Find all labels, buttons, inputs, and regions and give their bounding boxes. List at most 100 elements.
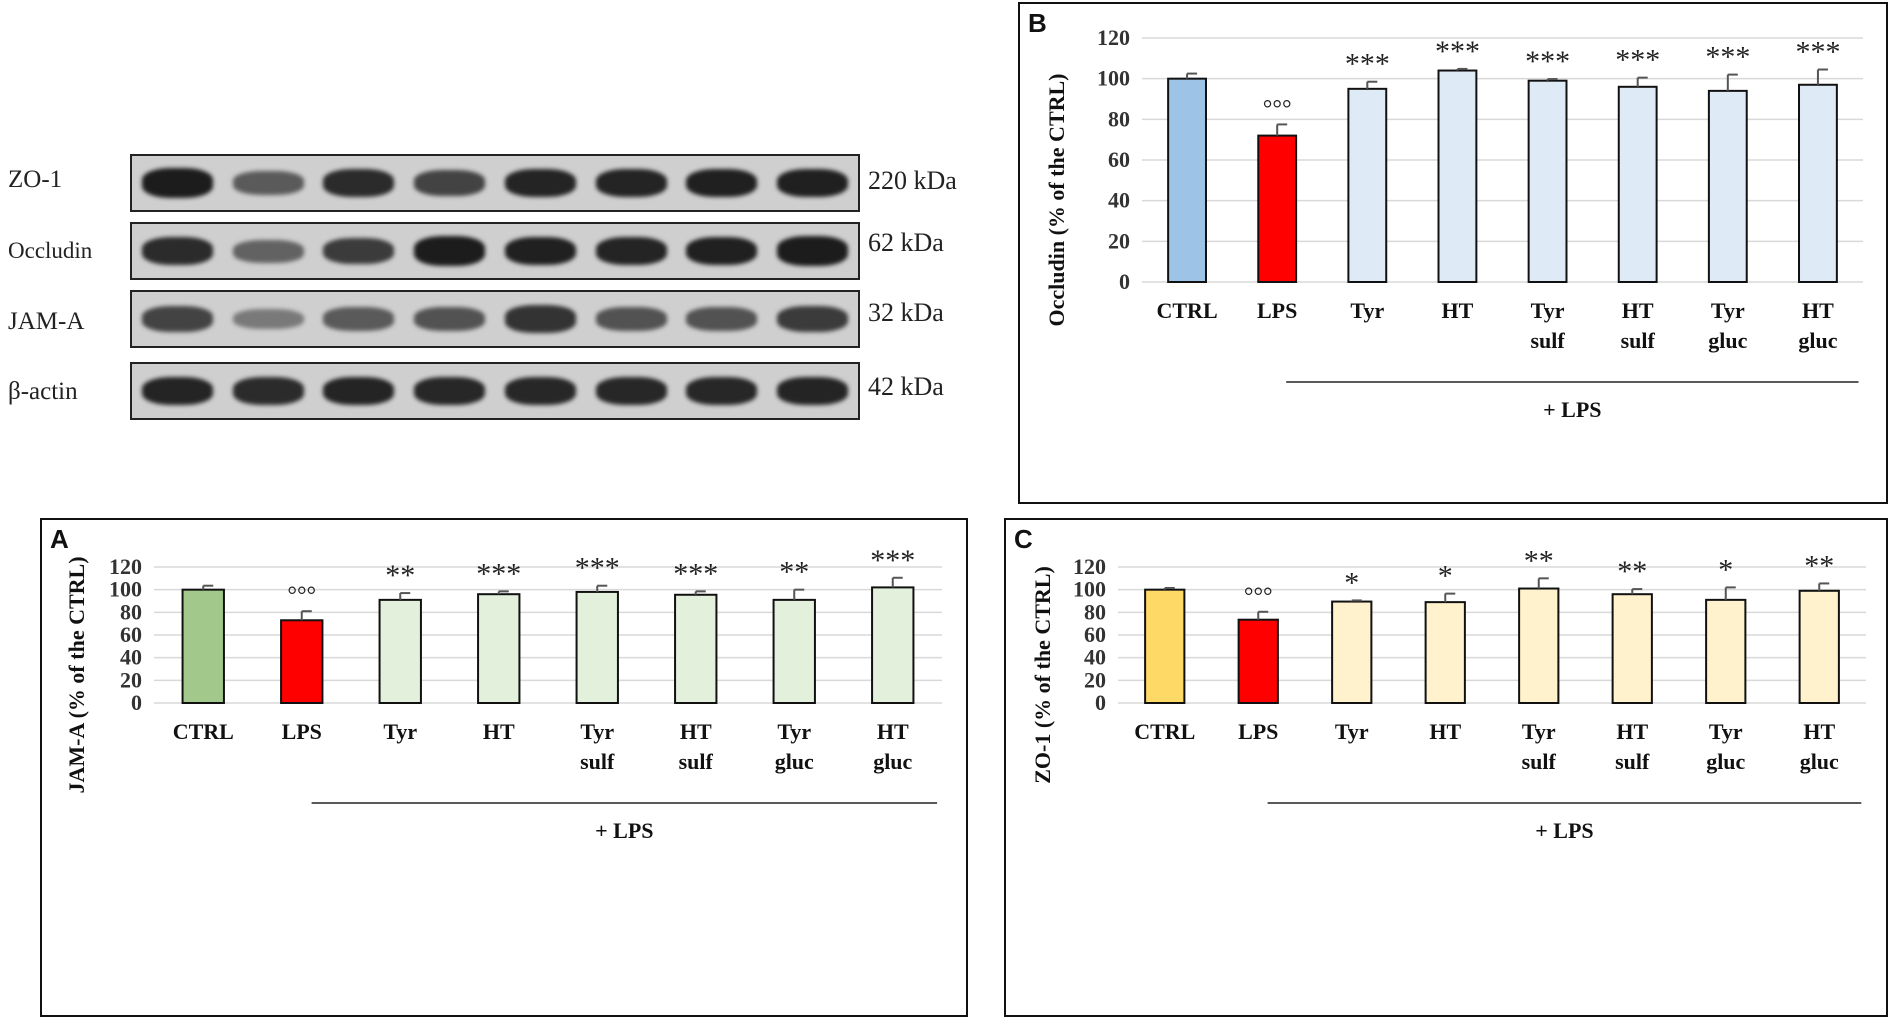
blot-band	[595, 168, 667, 198]
blot-size-zo1: 220 kDa	[868, 166, 957, 195]
blot-size-jama: 32 kDa	[868, 298, 944, 327]
x-tick-label: Tyr	[580, 719, 614, 744]
chart-occludin: 0 20 40 60 80 100 120 Occludin (% of the CTRL) C…	[1044, 25, 1863, 422]
blot-band	[504, 376, 576, 406]
blot-band	[504, 236, 576, 266]
y-axis-label: Occludin (% of the CTRL)	[1044, 74, 1069, 327]
blot-size-occludin: 62 kDa	[868, 228, 944, 257]
x-tick-label: gluc	[1708, 328, 1747, 353]
blot-band	[323, 169, 395, 197]
bar	[674, 593, 718, 704]
x-tick-label: gluc	[873, 749, 912, 774]
blot-band	[504, 168, 576, 198]
significance-label: ***	[1615, 44, 1660, 77]
y-tick-label: 100	[109, 577, 142, 602]
y-tick-label: 120	[1097, 25, 1130, 50]
y-tick-label: 60	[1108, 147, 1130, 172]
significance-label: **	[1617, 555, 1647, 588]
significance-label: **	[1524, 544, 1554, 577]
blot-band	[414, 170, 485, 196]
significance-label: **	[385, 559, 415, 592]
significance-label: ***	[1345, 48, 1390, 81]
y-tick-label: 120	[1073, 554, 1106, 579]
bar	[1798, 83, 1838, 284]
y-tick-label: 100	[1073, 577, 1106, 602]
bar	[378, 598, 422, 704]
y-tick-label: 120	[109, 554, 142, 579]
blot-band	[686, 168, 758, 198]
blot-label-bactin: β-actin	[8, 378, 78, 405]
blot-band	[777, 376, 848, 406]
significance-label: ***	[1525, 45, 1570, 78]
blot-band	[141, 376, 213, 406]
x-tick-label: HT	[680, 719, 712, 744]
x-tick-label: HT	[483, 719, 515, 744]
bar	[1705, 598, 1747, 704]
bar	[1257, 134, 1298, 283]
x-tick-label: sulf	[1621, 328, 1656, 353]
panel-letter-c: C	[1014, 524, 1033, 554]
blot-band	[232, 171, 304, 195]
blot-band	[323, 307, 395, 331]
x-tick-label: LPS	[282, 719, 322, 744]
significance-label: **	[1804, 549, 1834, 582]
significance-label: *	[1438, 560, 1453, 593]
blot-band	[595, 306, 667, 332]
y-tick-label: 0	[131, 690, 142, 715]
x-tick-label: sulf	[1530, 328, 1565, 353]
significance-label: ***	[673, 557, 718, 590]
blot-band	[686, 236, 758, 266]
y-axis-label: ZO-1 (% of the CTRL)	[1030, 566, 1055, 784]
y-tick-label: 20	[1084, 667, 1106, 692]
significance-label: *	[1344, 566, 1359, 599]
x-tick-label: Tyr	[1522, 719, 1556, 744]
blot-label-occludin: Occludin	[8, 238, 93, 263]
bar	[1347, 87, 1388, 284]
x-tick-label: HT	[1616, 719, 1648, 744]
x-tick-label: Tyr	[1350, 298, 1384, 323]
x-tick-label: sulf	[679, 749, 714, 774]
panel-letter-b: B	[1028, 8, 1047, 38]
x-tick-label: HT	[877, 719, 909, 744]
bar	[772, 598, 816, 704]
group-label: + LPS	[1535, 818, 1593, 843]
x-tick-label: gluc	[1798, 328, 1837, 353]
bar	[1611, 593, 1653, 704]
bar	[1424, 601, 1466, 704]
group-label: + LPS	[1543, 397, 1601, 422]
bar	[1617, 85, 1658, 283]
bar	[1527, 79, 1568, 283]
blot-band	[686, 306, 758, 332]
x-tick-label: HT	[1803, 719, 1835, 744]
x-tick-label: sulf	[1615, 749, 1650, 774]
blot-band	[777, 236, 848, 266]
panel-c: C 0 20 40 60 80 100 120 ZO-1 (% of the CTRL) CTR…	[1004, 518, 1888, 1017]
x-tick-label: gluc	[775, 749, 814, 774]
bar	[1798, 589, 1840, 704]
blot-band	[232, 377, 304, 405]
x-tick-label: Tyr	[1709, 719, 1743, 744]
blot-band	[141, 168, 213, 198]
western-blot: ZO-1 220 kDa Occludin 62 kDa JAM-A 32 kD…	[0, 130, 1000, 430]
blot-band	[414, 376, 485, 406]
bar	[575, 590, 619, 704]
x-tick-label: HT	[1802, 298, 1834, 323]
y-tick-label: 20	[120, 667, 142, 692]
blot-band	[141, 306, 213, 332]
blot-band	[232, 308, 304, 330]
blot-band	[232, 239, 304, 263]
x-tick-label: Tyr	[383, 719, 417, 744]
blot-band	[595, 376, 667, 406]
y-tick-label: 80	[1084, 599, 1106, 624]
y-axis-label: JAM-A (% of the CTRL)	[64, 556, 89, 793]
blot-band	[504, 305, 576, 333]
significance-label: **	[779, 556, 809, 589]
blot-band	[777, 168, 848, 198]
panel-a: A 0 20 40 60 80 100 120 JAM-A (% of the CTRL) CT…	[40, 518, 968, 1017]
y-tick-label: 20	[1108, 228, 1130, 253]
panel-letter-a: A	[50, 524, 69, 554]
x-tick-label: HT	[1442, 298, 1474, 323]
x-tick-label: sulf	[580, 749, 615, 774]
x-tick-label: gluc	[1706, 749, 1745, 774]
